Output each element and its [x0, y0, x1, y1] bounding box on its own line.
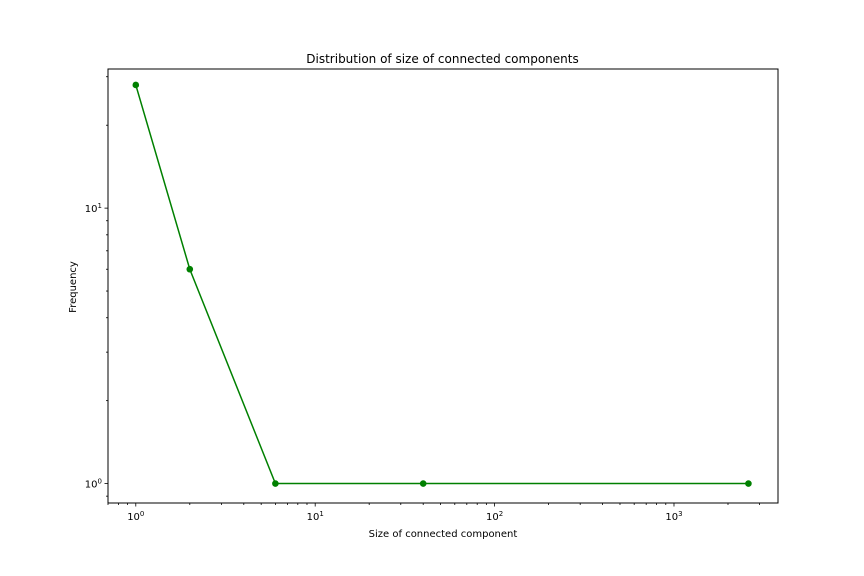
x-axis-label: Size of connected component — [369, 529, 518, 540]
data-point — [272, 480, 279, 487]
y-axis: 100 101 — [85, 76, 108, 497]
x-tick-label: 100 — [127, 510, 144, 523]
x-tick-label: 103 — [665, 510, 682, 523]
plot-area — [107, 68, 779, 504]
x-tick-label: 101 — [307, 510, 324, 523]
x-tick-label: 102 — [486, 510, 503, 523]
y-axis-label: Frequency — [68, 261, 79, 313]
y-tick-label: 100 — [85, 478, 102, 491]
series-layer — [132, 81, 752, 487]
chart-title: Distribution of size of connected compon… — [306, 52, 578, 66]
x-axis: 100 101 102 103 — [107, 503, 760, 523]
y-tick-label: 101 — [85, 202, 102, 215]
data-point — [132, 81, 140, 89]
data-point — [419, 480, 427, 487]
data-point — [186, 265, 194, 273]
data-point — [745, 480, 752, 487]
